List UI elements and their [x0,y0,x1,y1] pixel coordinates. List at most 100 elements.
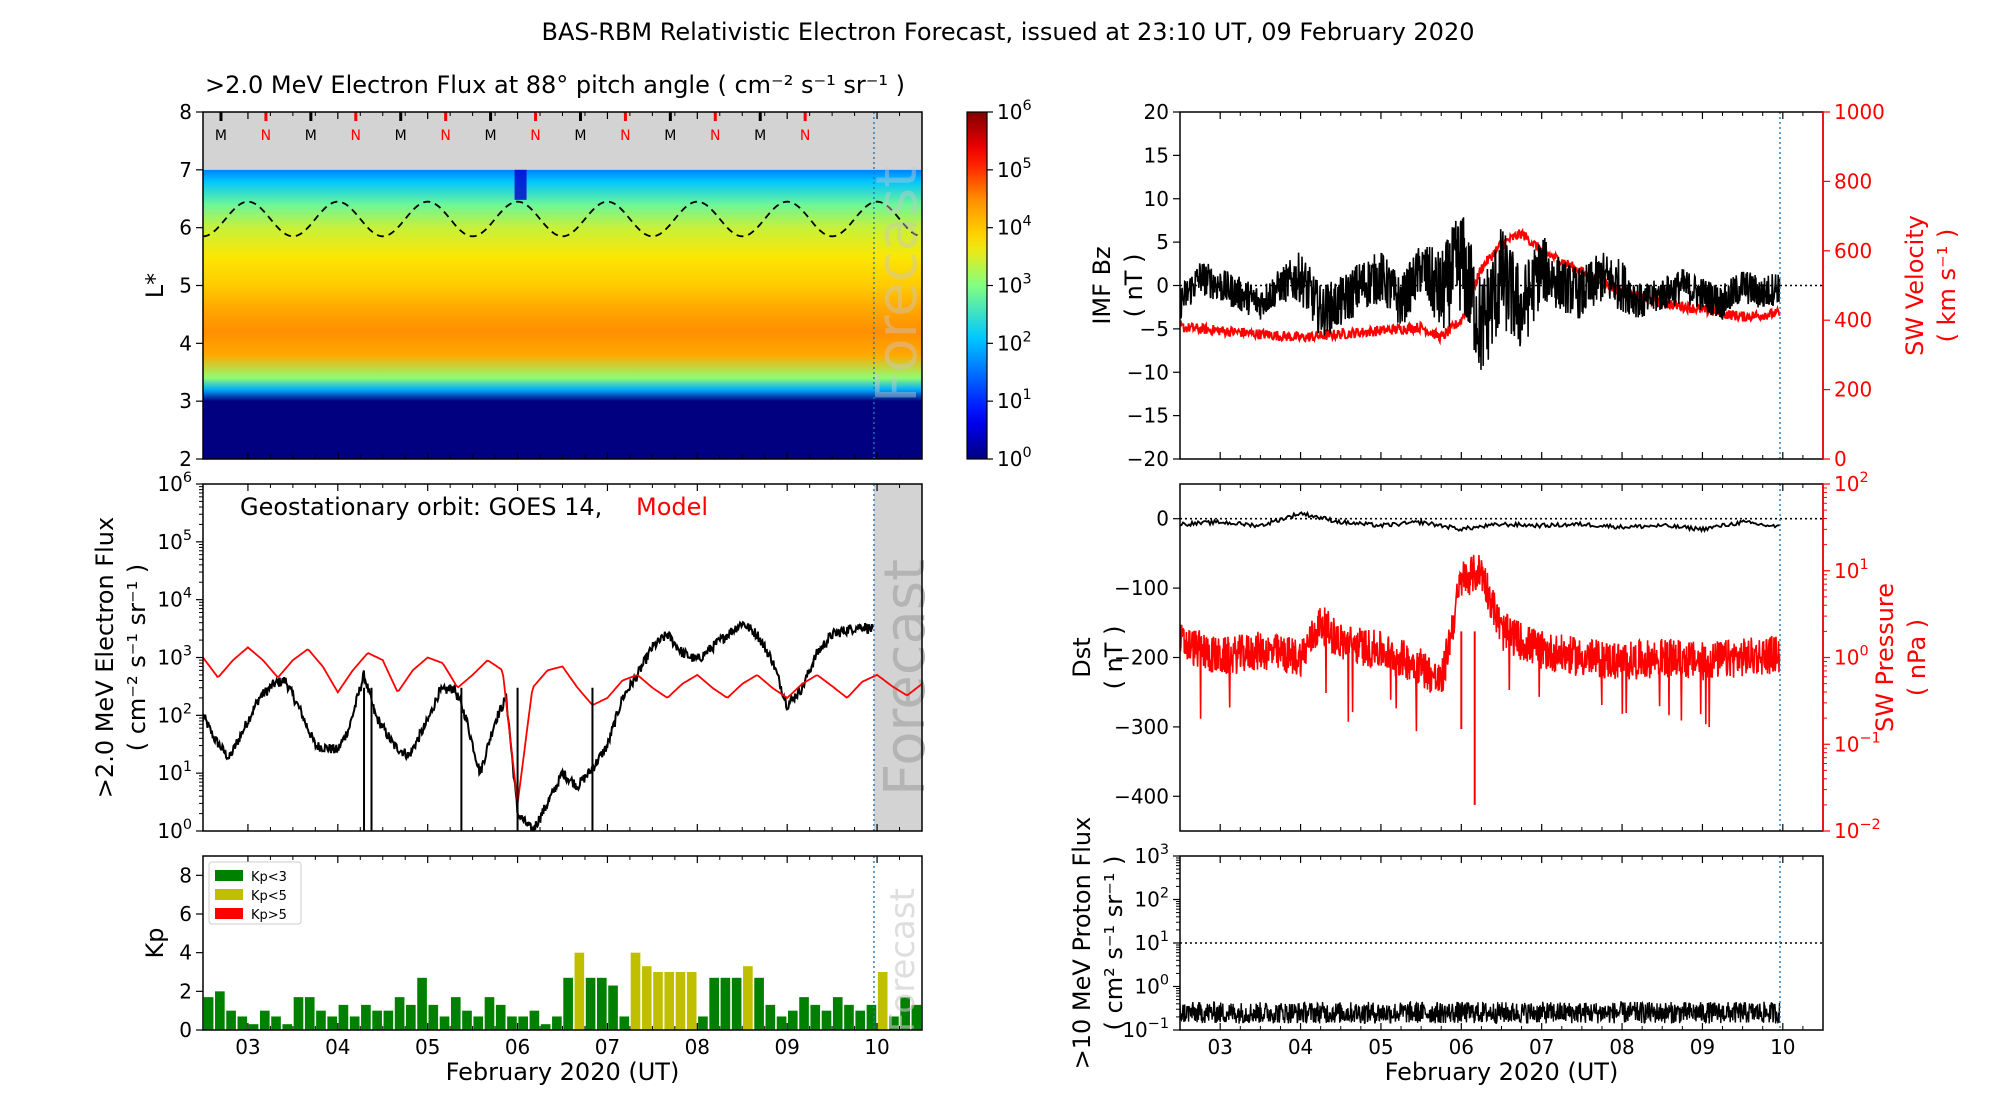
colorbar-tick-label: 106 [997,98,1032,124]
lstar-mn-marker: N [440,128,450,144]
kp-bar [203,997,214,1030]
imf-ytick-label: 0 [1156,274,1169,298]
kp-bar [855,1010,866,1030]
lstar-dashed-boundary [202,200,923,238]
kp-bar [776,1016,787,1030]
proton-ytick-label: 101 [1134,929,1169,955]
lstar-ytick-label: 2 [179,447,192,471]
kp-bar [877,972,888,1030]
lstar-ytick-label: 3 [179,389,192,413]
lstar-mn-marker: M [664,128,676,144]
lstar-mn-marker: M [395,128,407,144]
kp-bar [1013,1011,1023,1030]
kp-xtick-label: 07 [595,1035,620,1059]
goes-ytick-label: 100 [157,817,192,843]
imf-ytick-label: −10 [1127,360,1169,384]
kp-bar [810,1004,821,1030]
kp-bar [540,1024,551,1030]
colorbar-tick-label: 104 [997,214,1032,240]
imf-bz-line [1180,217,1781,370]
dst-y2-ytick-label: 101 [1834,557,1869,583]
lstar-ytick-label: 4 [179,331,192,355]
lstar-mn-marker: M [574,128,586,144]
lstar-gray-band [203,112,922,170]
kp-bar [282,1024,293,1030]
lstar-ytick-label: 7 [179,158,192,182]
kp-bar [518,1016,528,1030]
kp-legend-label: Kp<3 [251,870,287,885]
proton-xlabel: February 2020 (UT) [1385,1058,1619,1086]
imf-y2tick-label: 800 [1834,169,1872,193]
proton-line [1180,1000,1781,1025]
dst-pressure-line [1180,554,1781,732]
proton-xtick-label: 08 [1609,1035,1634,1059]
kp-bar [226,1010,236,1030]
kp-bar [316,1010,326,1030]
kp-bar [462,1010,472,1030]
lstar-mn-marker: N [261,128,271,144]
goes-ytick-label: 106 [157,470,192,496]
goes-legend-text: Geostationary orbit: GOES 14, [240,493,602,521]
kp-ytick-label: 8 [179,863,192,887]
imf-ytick-label: 5 [1156,230,1169,254]
kp-bar [923,1011,933,1030]
imf-ytick-label: 20 [1144,100,1169,124]
goes-ytick-label: 105 [157,528,192,554]
kp-bar [585,977,596,1030]
kp-bar [552,1016,562,1030]
kp-bar [327,1016,338,1030]
goes-ytick-label: 103 [157,644,192,670]
kp-bar [630,952,641,1030]
goes-observed-series [203,620,875,831]
kp-xtick-label: 08 [685,1035,710,1059]
dst-ytick-label: −200 [1114,646,1169,670]
lstar-ytick-label: 6 [179,216,192,240]
lstar-mn-marker: N [351,128,361,144]
imf-ytick-label: −20 [1127,447,1169,471]
dst-pressure-series [1180,554,1781,805]
kp-bar [439,1016,450,1030]
kp-bar [743,966,753,1030]
kp-bar [495,1004,506,1030]
imf-ytick-label: −15 [1127,404,1169,428]
kp-bar [259,1010,270,1030]
kp-xtick-label: 09 [774,1035,799,1059]
kp-bar [900,997,910,1030]
lstar-mn-marker: M [215,128,227,144]
kp-legend-swatch [215,889,243,900]
lstar-mn-marker: N [800,128,810,144]
dst-index-series [1180,510,1780,534]
kp-xlabel: February 2020 (UT) [446,1058,680,1086]
dst-ylabel: Dst( nT ) [1068,626,1128,690]
kp-bar [271,1016,281,1030]
kp-bar [383,1010,394,1030]
proton-ytick-label: 102 [1134,886,1169,912]
imf-ytick-label: −5 [1140,317,1169,341]
dst-index-line [1180,510,1780,534]
kp-bar [1001,1011,1011,1030]
kp-bar [787,1010,798,1030]
lstar-forecast-label: Forecast [865,166,930,403]
kp-bar [686,972,697,1030]
proton-ytick-label: 100 [1134,973,1169,999]
dst-ytick-label: −100 [1114,576,1169,600]
goes-ytick-label: 104 [157,586,192,612]
lstar-mn-marker: N [530,128,540,144]
dst-y2-ytick-label: 10−2 [1834,817,1881,843]
kp-bar [664,972,675,1030]
kp-bar [1024,1011,1034,1030]
kp-xtick-label: 10 [864,1035,889,1059]
kp-legend-label: Kp<5 [251,889,287,904]
kp-bar [821,1010,832,1030]
kp-bar [889,1016,899,1030]
kp-bar [428,1004,439,1030]
kp-bar [832,997,843,1030]
colorbar [966,111,988,460]
kp-bar [675,972,686,1030]
kp-bar [215,991,225,1030]
kp-bar [394,997,405,1030]
imf-bz-series [1180,217,1781,370]
kp-bar [653,972,663,1030]
kp-ytick-label: 2 [179,979,192,1003]
